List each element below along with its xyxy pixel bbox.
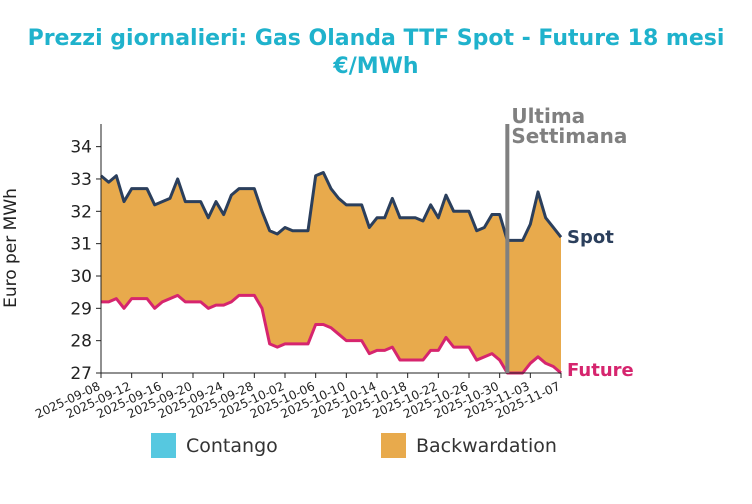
spot-line: [100, 171, 563, 242]
legend-label-contango: Contango: [186, 435, 278, 457]
legend-label-backwardation: Backwardation: [416, 435, 557, 457]
legend: Contango Backwardation: [151, 433, 557, 458]
y-axis: 27 28 29 30 31 32 33 34: [70, 124, 102, 384]
backwardation-area: [101, 172, 561, 373]
future-line: [101, 293, 562, 375]
spot-series-label: Spot: [567, 227, 614, 248]
legend-swatch-backwardation: [381, 433, 406, 458]
y-tick-label: 31: [70, 235, 92, 255]
y-tick-label: 33: [70, 170, 92, 190]
legend-swatch-contango: [151, 433, 176, 458]
y-axis-title: Euro per MWh: [1, 188, 21, 308]
y-tick-label: 34: [70, 138, 92, 158]
y-tick-label: 27: [70, 364, 92, 384]
y-tick-label: 29: [70, 299, 92, 319]
last-week-label-line2: Settimana: [511, 124, 627, 148]
y-tick-label: 30: [70, 267, 92, 287]
y-tick-label: 28: [70, 332, 92, 352]
plot-area: [100, 171, 563, 375]
chart-subtitle: €/MWh: [332, 54, 418, 79]
last-week-label-line1: Ultima: [511, 104, 585, 128]
y-tick-label: 32: [70, 202, 92, 222]
chart-title: Prezzi giornalieri: Gas Olanda TTF Spot …: [28, 26, 725, 51]
x-axis: 2025-09-082025-09-122025-09-162025-09-20…: [33, 372, 562, 421]
future-series-label: Future: [567, 360, 634, 381]
